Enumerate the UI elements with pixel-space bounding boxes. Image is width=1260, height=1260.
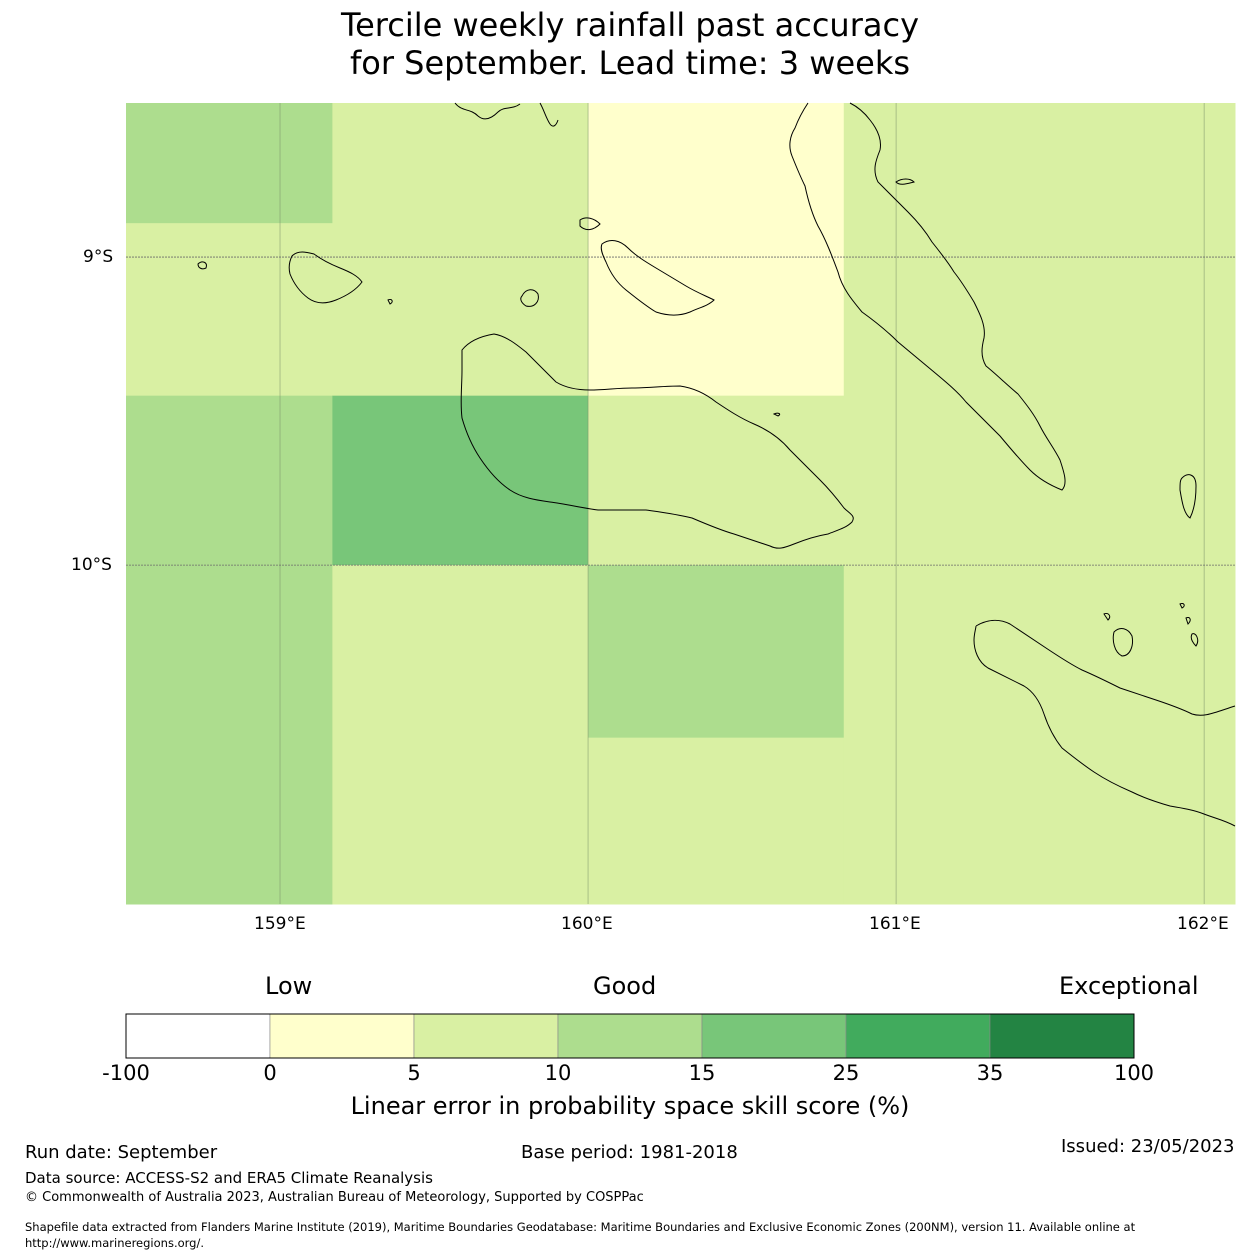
island-santa-isabel [454, 102, 559, 127]
island-malaita [789, 102, 1066, 491]
colorbar-tick: 35 [976, 1061, 1004, 1085]
shapefile-credit-line-2: http://www.marineregions.org/. [25, 1236, 204, 1250]
island-makira [973, 619, 1236, 827]
colorbar-swatch-4 [701, 1013, 847, 1059]
graticule [126, 103, 1235, 904]
colorbar-swatch-1 [269, 1013, 415, 1059]
island-florida [579, 217, 715, 316]
grid-cell-4 [843, 103, 1236, 566]
colorbar-title: Linear error in probability space skill … [350, 1092, 910, 1120]
grid-cell-7 [588, 395, 845, 566]
colorbar-label-low: Low [265, 972, 313, 1000]
lon-label-161e: 161°E [869, 914, 921, 934]
grid-cell-9 [588, 565, 845, 739]
colorbar-swatch-3 [557, 1013, 703, 1059]
grid-cell-11 [843, 565, 1236, 905]
colorbar-swatches [125, 1013, 1135, 1059]
coastlines [197, 102, 1236, 827]
title-line-2: for September. Lead time: 3 weeks [349, 44, 911, 82]
issued-date: Issued: 23/05/2023 [1061, 1136, 1235, 1157]
colorbar-tick: 5 [407, 1061, 421, 1085]
colorbar-swatch-6 [989, 1013, 1135, 1059]
island-small-east [772, 178, 1197, 519]
lon-label-160e: 160°E [561, 914, 613, 934]
island-guadalcanal [460, 333, 854, 549]
lat-label-10s: 10°S [71, 555, 112, 575]
colorbar-tick: 0 [263, 1061, 277, 1085]
shapefile-credit-line-1: Shapefile data extracted from Flanders M… [25, 1220, 1136, 1234]
island-savo [520, 289, 539, 307]
title-line-1: Tercile weekly rainfall past accuracy [340, 6, 919, 44]
grid-cell-10 [588, 737, 845, 905]
island-ulawa [1103, 603, 1199, 657]
grid-cell-1 [332, 103, 589, 224]
colorbar-tick: 10 [544, 1061, 572, 1085]
colorbar-tick: 15 [688, 1061, 716, 1085]
colorbar-swatch-5 [845, 1013, 991, 1059]
lat-label-9s: 9°S [83, 247, 114, 267]
colorbar-frame [125, 1013, 1135, 1059]
grid-cell-3 [588, 103, 845, 397]
colorbar-swatch-2 [413, 1013, 559, 1059]
base-period: Base period: 1981-2018 [521, 1142, 738, 1163]
island-russell [197, 251, 393, 305]
run-date: Run date: September [25, 1142, 218, 1163]
grid-cell-8 [332, 565, 589, 905]
grid-cell-0 [126, 103, 333, 224]
colorbar-tick: 100 [1113, 1061, 1155, 1085]
skill-score-grid [126, 103, 1236, 905]
grid-cell-6 [332, 395, 589, 566]
copyright: © Commonwealth of Australia 2023, Austra… [25, 1190, 644, 1205]
chart-title: Tercile weekly rainfall past accuracy fo… [0, 6, 1260, 82]
colorbar-swatch-0 [125, 1013, 271, 1059]
data-source: Data source: ACCESS-S2 and ERA5 Climate … [25, 1169, 433, 1187]
grid-cell-2 [126, 223, 589, 397]
colorbar-tick: -100 [102, 1061, 150, 1085]
lon-label-162e: 162°E [1177, 914, 1229, 934]
grid-cell-5 [126, 395, 333, 905]
colorbar-tick: 25 [832, 1061, 860, 1085]
lon-label-159e: 159°E [254, 914, 306, 934]
colorbar-label-exceptional: Exceptional [1059, 972, 1199, 1000]
colorbar-label-good: Good [593, 972, 657, 1000]
